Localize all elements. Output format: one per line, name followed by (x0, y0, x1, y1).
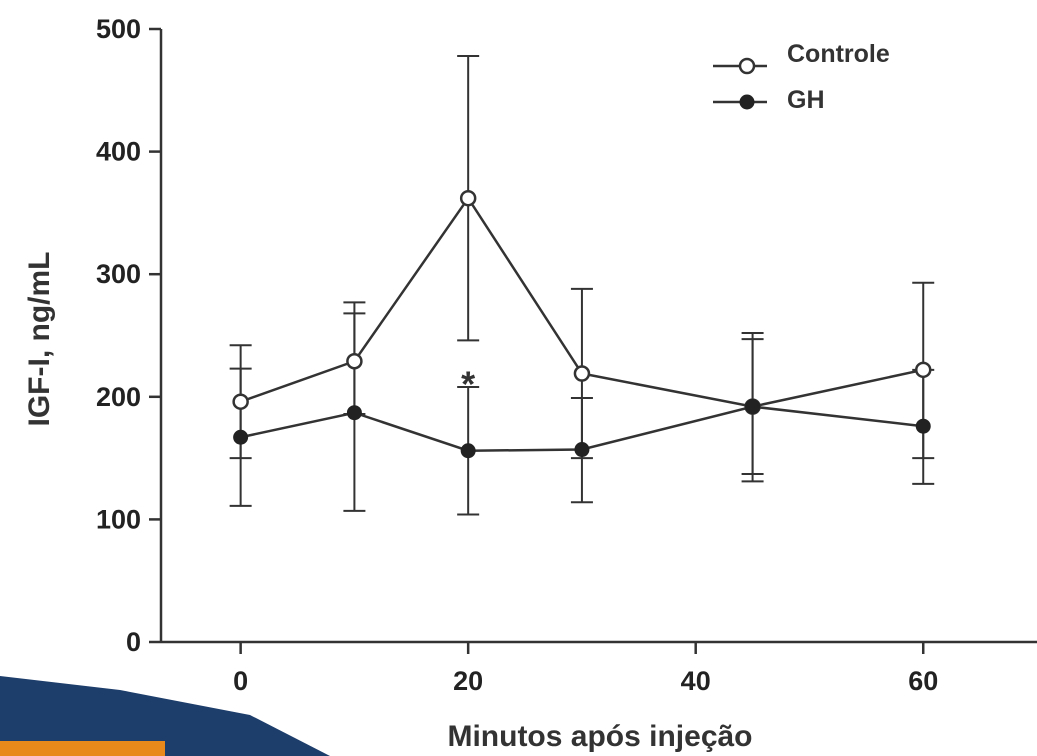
data-point-gh (915, 418, 931, 434)
data-point-controle (914, 361, 932, 379)
x-axis-title: Minutos após injeção (447, 720, 752, 753)
y-tick-label: 100 (96, 504, 141, 534)
x-tick-label: 40 (681, 666, 711, 696)
series-line-gh (240, 405, 924, 452)
axes (159, 29, 1037, 644)
y-tick-label: 200 (96, 382, 141, 412)
legend-marker-gh (739, 94, 755, 110)
data-point-controle (459, 189, 477, 207)
series-layer (229, 54, 935, 516)
y-tick-label: 0 (126, 627, 141, 657)
decor-blue-shape (0, 676, 330, 756)
data-point-gh (346, 405, 362, 421)
data-point-gh (233, 429, 249, 445)
data-point-controle (346, 352, 363, 370)
y-axis-title: IGF-I, ng/mL (23, 252, 56, 427)
data-point-gh (745, 399, 761, 415)
x-tick-label: 0 (233, 666, 248, 696)
x-tick-label: 20 (453, 666, 483, 696)
y-tick-label: 400 (96, 137, 141, 167)
y-tick-label: 500 (96, 14, 141, 44)
legend-label-controle: Controle (787, 40, 890, 68)
legend-marker-controle (738, 57, 756, 75)
legend: Controle GH (713, 40, 890, 114)
y-tick-label: 300 (96, 259, 141, 289)
ticks: 0 100 200 300 400 500 0 20 40 60 (96, 14, 938, 696)
decor-orange-shape (0, 741, 165, 756)
data-point-gh (574, 442, 590, 458)
data-point-controle (232, 393, 249, 410)
data-point-gh (460, 443, 476, 459)
decorative-corner (0, 676, 330, 756)
series-line-controle (240, 195, 924, 408)
legend-label-gh: GH (787, 86, 825, 114)
data-point-controle (573, 365, 591, 382)
markers-gh (233, 399, 931, 459)
annotations: * (461, 363, 475, 404)
significance-asterisk: * (461, 363, 475, 404)
x-tick-label: 60 (908, 666, 938, 696)
